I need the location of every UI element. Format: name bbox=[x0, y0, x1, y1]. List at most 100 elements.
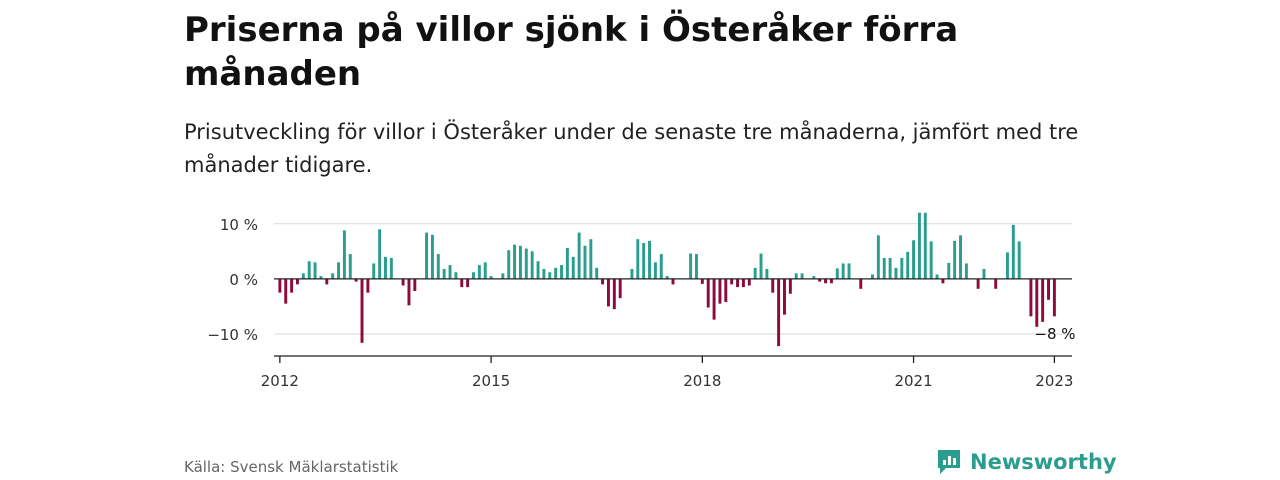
bar bbox=[530, 251, 534, 279]
bar bbox=[565, 248, 569, 279]
bar bbox=[454, 272, 458, 279]
bar bbox=[871, 274, 874, 279]
x-tick-label: 2015 bbox=[472, 372, 510, 390]
bar bbox=[847, 263, 851, 279]
bar bbox=[771, 278, 775, 293]
bar bbox=[941, 278, 945, 284]
x-tick-label: 2018 bbox=[683, 372, 721, 390]
bar bbox=[466, 278, 470, 288]
bar bbox=[489, 276, 493, 279]
bar bbox=[788, 278, 792, 294]
bar bbox=[483, 262, 487, 279]
bar bbox=[1017, 241, 1021, 279]
bar bbox=[829, 278, 833, 284]
bar bbox=[284, 278, 288, 304]
bar bbox=[818, 278, 822, 282]
bar bbox=[589, 239, 593, 279]
bar bbox=[524, 248, 528, 279]
bar bbox=[325, 278, 329, 285]
bar bbox=[425, 232, 429, 279]
bar bbox=[618, 278, 622, 299]
bar bbox=[290, 278, 294, 293]
bar bbox=[595, 267, 599, 279]
bar bbox=[1047, 278, 1050, 300]
bar bbox=[671, 278, 675, 285]
bar bbox=[319, 276, 323, 279]
bar bbox=[648, 240, 651, 279]
newsworthy-logo: Newsworthy bbox=[936, 448, 1117, 476]
bar bbox=[876, 235, 880, 279]
bar bbox=[917, 212, 921, 279]
newsworthy-icon bbox=[938, 450, 960, 474]
bar bbox=[430, 234, 434, 279]
y-tick-label: −10 % bbox=[207, 326, 258, 344]
bar bbox=[1052, 278, 1056, 317]
bar bbox=[800, 273, 804, 279]
bar bbox=[888, 257, 892, 279]
bar bbox=[947, 262, 951, 279]
bar bbox=[841, 263, 845, 279]
bar bbox=[507, 250, 511, 279]
bar bbox=[912, 240, 916, 279]
bar bbox=[706, 278, 710, 308]
bar bbox=[724, 278, 728, 303]
bar bbox=[712, 278, 716, 320]
bar bbox=[859, 278, 863, 289]
bar bbox=[571, 256, 575, 279]
bar bbox=[935, 274, 939, 279]
bar bbox=[824, 278, 828, 284]
bar bbox=[835, 268, 839, 279]
bar bbox=[994, 278, 998, 289]
bar bbox=[501, 273, 505, 279]
bar bbox=[301, 273, 305, 279]
bar bbox=[518, 245, 522, 279]
bar bbox=[354, 278, 358, 282]
bar bbox=[741, 278, 745, 288]
bar bbox=[560, 265, 563, 279]
bar bbox=[601, 278, 605, 285]
bar bbox=[612, 278, 616, 310]
chart-title: Priserna på villor sjönk i Österåker för… bbox=[184, 10, 959, 94]
bar bbox=[477, 265, 481, 279]
bar bbox=[384, 256, 387, 279]
bar bbox=[401, 278, 405, 286]
bar bbox=[777, 278, 781, 347]
bar bbox=[448, 265, 452, 279]
bar bbox=[1029, 278, 1033, 317]
bar bbox=[882, 257, 886, 279]
bar bbox=[642, 243, 646, 279]
bar bbox=[953, 240, 957, 279]
bar bbox=[736, 278, 740, 288]
bar bbox=[659, 254, 663, 279]
bar bbox=[307, 261, 311, 279]
bar bbox=[442, 268, 446, 279]
x-tick-label: 2021 bbox=[894, 372, 932, 390]
x-tick-label: 2023 bbox=[1035, 372, 1073, 390]
bar bbox=[718, 278, 722, 304]
brand-name: Newsworthy bbox=[970, 450, 1117, 474]
bar bbox=[747, 278, 751, 286]
bar bbox=[964, 263, 968, 279]
bar bbox=[765, 268, 769, 279]
bar bbox=[548, 272, 552, 279]
bar bbox=[1005, 252, 1009, 279]
bar bbox=[372, 263, 376, 279]
bar bbox=[653, 262, 657, 279]
bar bbox=[900, 257, 904, 279]
bar bbox=[929, 241, 933, 279]
bar bbox=[542, 268, 546, 279]
bar bbox=[342, 230, 346, 279]
bar bbox=[348, 254, 352, 279]
bar bbox=[513, 244, 517, 279]
bar bbox=[812, 276, 816, 279]
bar bbox=[665, 276, 669, 279]
bar bbox=[472, 272, 475, 279]
bar bbox=[313, 262, 317, 279]
bar bbox=[378, 229, 382, 279]
bar bbox=[577, 232, 581, 279]
x-tick-label: 2012 bbox=[261, 372, 299, 390]
bar bbox=[753, 267, 757, 279]
bar bbox=[959, 235, 962, 279]
bar bbox=[296, 278, 299, 285]
